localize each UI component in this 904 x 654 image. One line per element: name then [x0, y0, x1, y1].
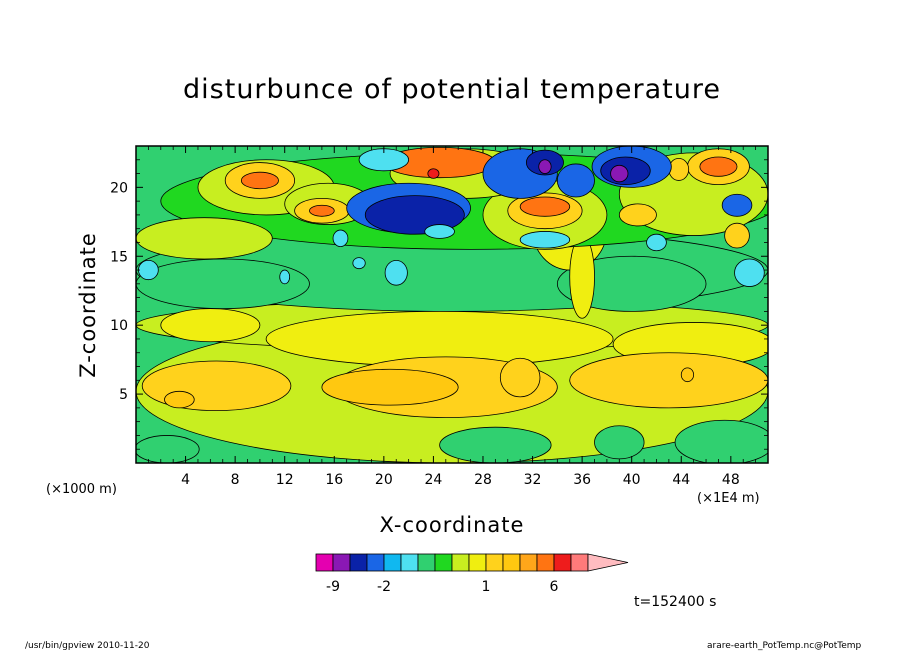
x-tick-label-36: 36 [573, 472, 591, 488]
colorbar-band-4 [383, 553, 402, 572]
contour-region-15 [569, 352, 768, 409]
y-tick-label-15: 15 [110, 249, 128, 265]
contour-region-49 [610, 164, 629, 183]
colorbar-band-3 [366, 553, 385, 572]
y-tick-label-20: 20 [110, 180, 128, 196]
contour-region-33 [724, 222, 750, 249]
contour-region-45 [556, 163, 595, 198]
contour-region-52 [519, 231, 571, 249]
x-unit-right: (×1E4 m) [697, 491, 760, 506]
colorbar-label-3: 6 [550, 579, 559, 595]
contour-region-20 [680, 367, 695, 383]
footer-file: arare-earth_PotTemp.nc@PotTemp [707, 641, 862, 651]
contour-region-19 [164, 390, 195, 409]
x-tick-label-28: 28 [474, 472, 492, 488]
colorbar: -9 -2 1 6 [315, 553, 629, 595]
contour-region-11 [439, 426, 552, 463]
x-unit-left: (×1000 m) [46, 482, 117, 497]
x-tick-label-48: 48 [722, 472, 740, 488]
contour-region-39 [309, 204, 335, 217]
plot-frame [135, 145, 769, 464]
colorbar-band-10 [485, 553, 504, 572]
x-tick-label-32: 32 [524, 472, 542, 488]
chart-title: disturbunce of potential temperature [183, 74, 721, 105]
colorbar-band-7 [434, 553, 453, 572]
x-tick-label-44: 44 [672, 472, 690, 488]
contour-region-55 [424, 224, 455, 239]
contour-region-22 [136, 217, 273, 260]
contour-region-17 [499, 357, 541, 398]
contour-region-44 [721, 193, 753, 217]
contour-region-54 [734, 258, 765, 287]
colorbar-band-2 [349, 553, 368, 572]
footer-program: /usr/bin/gpview 2010-11-20 [25, 641, 150, 651]
x-tick-label-8: 8 [231, 472, 240, 488]
colorbar-band-11 [502, 553, 521, 572]
heatmap-field [136, 146, 768, 463]
colorbar-band-12 [519, 553, 538, 572]
contour-region-16 [141, 360, 292, 412]
colorbar-band-15 [570, 553, 589, 572]
contour-region-10 [136, 435, 200, 463]
x-tick-label-16: 16 [325, 472, 343, 488]
contour-region-9 [569, 235, 595, 319]
x-axis-label: X-coordinate [379, 513, 525, 537]
contour-region-18 [321, 368, 459, 406]
time-stamp: t=152400 s [634, 594, 717, 610]
contour-region-60 [352, 257, 366, 270]
contour-region-57 [279, 269, 291, 285]
colorbar-band-8 [451, 553, 470, 572]
x-tick-label-20: 20 [375, 472, 393, 488]
contour-region-59 [138, 259, 159, 281]
contour-region-3 [136, 258, 310, 310]
x-tick-label-4: 4 [181, 472, 190, 488]
x-tick-label-40: 40 [623, 472, 641, 488]
contour-region-34 [668, 158, 690, 181]
contour-region-56 [384, 259, 408, 286]
x-tick-label-12: 12 [276, 472, 294, 488]
contour-region-51 [332, 229, 349, 248]
x-tick-label-24: 24 [424, 472, 442, 488]
colorbar-band-14 [553, 553, 572, 572]
contour-region-31 [618, 203, 657, 227]
y-tick-label-5: 5 [119, 387, 128, 403]
colorbar-band-5 [400, 553, 419, 572]
x-axis: 4 8 12 16 20 24 28 32 36 40 44 48 [147, 146, 757, 488]
colorbar-band-6 [417, 553, 436, 572]
y-axis: 5 10 15 20 [110, 159, 768, 450]
colorbar-label-0: -9 [326, 579, 340, 595]
colorbar-band-9 [468, 553, 487, 572]
colorbar-label-2: 1 [482, 579, 491, 595]
contour-region-53 [646, 233, 667, 252]
contour-region-7 [160, 308, 261, 343]
contour-region-40 [427, 168, 440, 179]
colorbar-band-1 [332, 553, 351, 572]
y-tick-label-10: 10 [110, 318, 128, 334]
y-axis-label: Z-coordinate [76, 232, 100, 378]
contour-region-12 [594, 425, 645, 460]
contour-region-37 [519, 196, 571, 217]
contour-region-36 [240, 171, 279, 190]
contour-region-13 [674, 419, 768, 463]
colorbar-extend-arrow [587, 553, 629, 572]
contour-region-38 [699, 156, 738, 177]
colorbar-label-1: -2 [377, 579, 391, 595]
colorbar-band-0 [315, 553, 334, 572]
colorbar-band-13 [536, 553, 555, 572]
contour-region-50 [538, 159, 552, 174]
